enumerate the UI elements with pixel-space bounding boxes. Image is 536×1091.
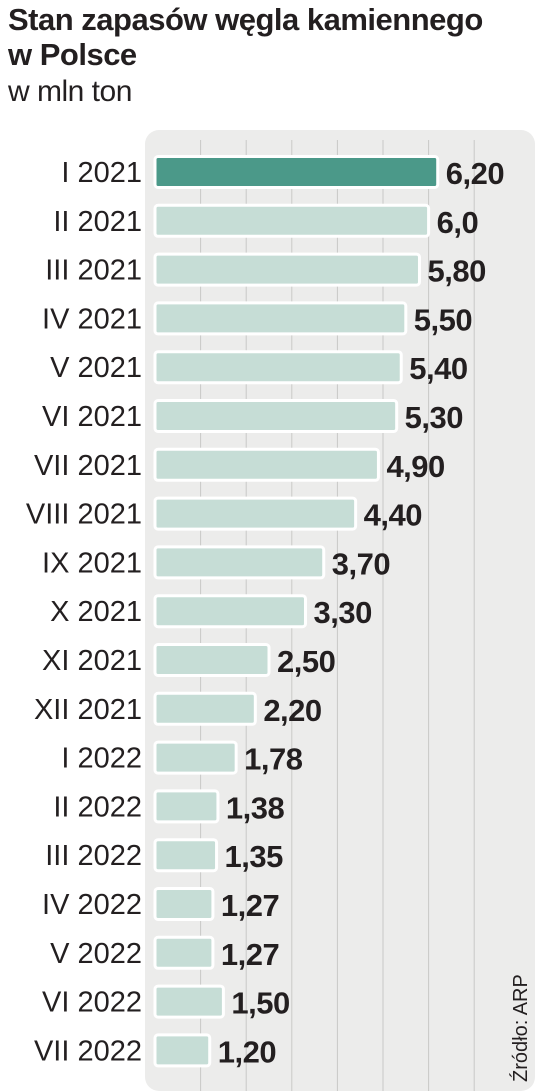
value-label: 3,70	[332, 546, 390, 581]
value-label: 2,20	[263, 693, 321, 728]
bar	[153, 594, 307, 629]
category-label: I 2021	[61, 157, 142, 189]
bar	[153, 643, 271, 677]
category-label: IV 2022	[42, 889, 142, 921]
bar	[153, 203, 431, 238]
value-label: 4,40	[364, 498, 422, 533]
value-label: 2,50	[277, 644, 335, 679]
category-label: II 2021	[53, 206, 142, 238]
category-label: V 2022	[50, 938, 142, 970]
category-label: III 2022	[45, 840, 142, 872]
category-label: XII 2021	[34, 694, 142, 726]
chart-title: Stan zapasów węgla kamiennego w Polsce	[8, 2, 483, 72]
bar	[153, 545, 326, 580]
bar	[153, 496, 358, 531]
value-label: 1,20	[218, 1034, 276, 1069]
bars-layer	[153, 155, 440, 1068]
value-label: 1,35	[225, 839, 284, 874]
category-label: X 2021	[50, 596, 142, 628]
category-label: VIII 2021	[26, 499, 142, 531]
value-label: 5,30	[405, 400, 463, 435]
value-label: 1,27	[221, 937, 279, 972]
category-label: IV 2021	[42, 303, 142, 335]
value-label: 3,30	[313, 595, 371, 630]
category-label: III 2021	[45, 255, 142, 287]
category-label: VI 2021	[42, 401, 142, 433]
source-label: Źródło: ARP	[509, 974, 532, 1082]
chart-header: Stan zapasów węgla kamiennego w Polsce w…	[8, 2, 508, 108]
value-label: 6,20	[446, 156, 504, 191]
bar	[153, 447, 380, 482]
bar	[153, 789, 220, 824]
value-label: 1,38	[226, 790, 285, 825]
bar	[153, 252, 421, 287]
category-label: VII 2021	[34, 450, 142, 482]
value-label: 5,50	[414, 302, 472, 337]
value-label: 1,78	[244, 742, 303, 777]
bar	[153, 935, 215, 970]
bar	[153, 399, 399, 433]
value-label: 1,50	[231, 986, 289, 1021]
category-label: IX 2021	[42, 547, 142, 579]
category-label: V 2021	[50, 352, 142, 384]
value-label: 5,80	[427, 254, 485, 289]
bar	[153, 155, 440, 189]
value-label: 5,40	[409, 351, 467, 386]
bar	[153, 740, 238, 775]
value-label: 1,27	[221, 888, 279, 923]
bar	[153, 350, 403, 385]
chart-subtitle: w mln ton	[8, 75, 132, 108]
labels-layer: I 2021 6,20 II 2021 6,0 III 2021 5,80 IV 2021 5…	[26, 156, 505, 1069]
category-label: VII 2022	[34, 1035, 142, 1067]
bar	[153, 691, 257, 726]
bar	[153, 887, 215, 921]
value-label: 6,0	[437, 205, 479, 240]
bar	[153, 1033, 212, 1068]
bar	[153, 838, 219, 873]
category-label: XI 2021	[42, 645, 142, 677]
bar	[153, 301, 408, 336]
bar	[153, 984, 225, 1019]
value-label: 4,90	[386, 449, 444, 484]
category-label: II 2022	[53, 791, 142, 823]
category-label: I 2022	[61, 743, 142, 775]
category-label: VI 2022	[42, 987, 142, 1019]
